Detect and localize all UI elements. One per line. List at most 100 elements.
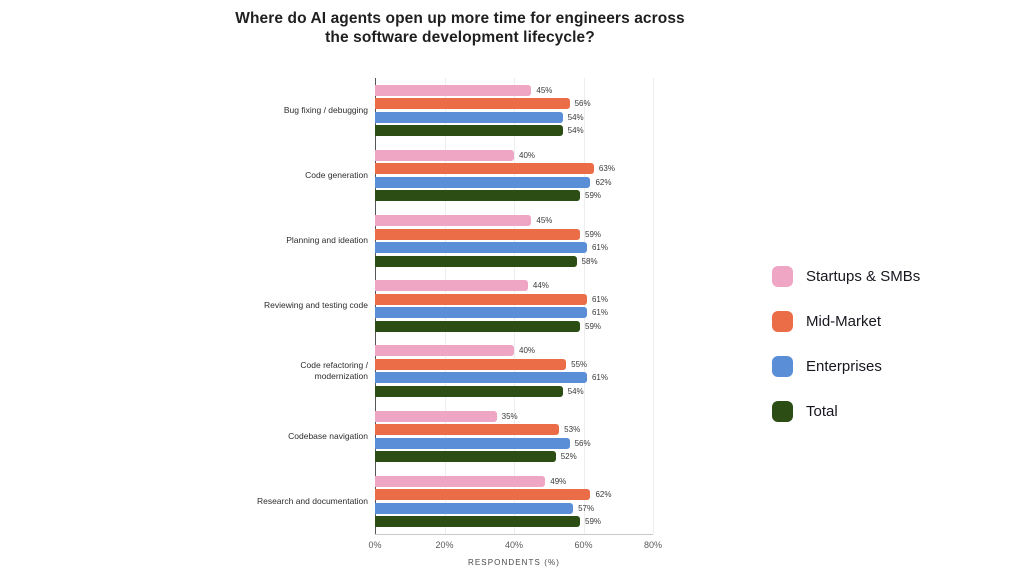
bar-row: 40% — [375, 149, 653, 161]
bar-row: 58% — [375, 255, 653, 267]
bar — [375, 358, 567, 370]
bar-value-label: 59% — [585, 191, 602, 201]
bar-value-label: 40% — [519, 346, 536, 356]
bar-row: 59% — [375, 190, 653, 202]
bar-row: 62% — [375, 176, 653, 188]
bar — [375, 111, 563, 123]
category-label: Code refactoring / modernization — [238, 339, 368, 404]
bar — [375, 424, 560, 436]
x-axis-label: RESPONDENTS (%) — [467, 558, 561, 567]
bar — [375, 190, 581, 202]
bar — [375, 489, 591, 501]
bar-value-label: 62% — [595, 490, 612, 500]
bar — [375, 385, 563, 397]
bar — [375, 163, 594, 175]
category-label: Planning and ideation — [238, 208, 368, 273]
category-label-text: Code generation — [305, 169, 368, 180]
bar-row: 59% — [375, 228, 653, 240]
category-axis: Bug fixing / debugging Code generation Pla… — [238, 78, 368, 535]
legend-item: Startups & SMBs — [772, 266, 920, 287]
bar-group: 45% 56% 54% 54% — [375, 78, 653, 143]
bar-value-label: 58% — [581, 256, 598, 266]
legend: Startups & SMBs Mid-Market Enterprises Tota… — [772, 266, 920, 446]
category-label-text: Research and documentation — [256, 495, 368, 506]
x-axis-ticks: 0% 20% 40% 60% 80% — [368, 540, 662, 552]
category-label-text: Code refactoring / modernization — [300, 359, 368, 382]
gridline — [514, 78, 515, 534]
bar-group: 40% 63% 62% 59% — [375, 143, 653, 208]
category-label-text: Planning and ideation — [286, 235, 368, 246]
bar-value-label: 55% — [571, 359, 588, 369]
x-tick-label: 60% — [574, 540, 593, 550]
bar — [375, 475, 546, 487]
bar-group: 44% 61% 61% 59% — [375, 273, 653, 338]
bar-row: 61% — [375, 242, 653, 254]
bar-value-label: 35% — [501, 411, 518, 421]
bar-row: 61% — [375, 307, 653, 319]
bar-group: 40% 55% 61% 54% — [375, 339, 653, 404]
bar-row: 56% — [375, 437, 653, 449]
category-label: Codebase navigation — [238, 404, 368, 469]
bar — [375, 176, 591, 188]
bar-value-label: 54% — [567, 126, 584, 136]
bar-group: 35% 53% 56% 52% — [375, 404, 653, 469]
bar-row: 44% — [375, 280, 653, 292]
category-label: Research and documentation — [238, 469, 368, 534]
category-label: Bug fixing / debugging — [238, 78, 368, 143]
bar — [375, 125, 563, 137]
category-label-text: Reviewing and testing code — [264, 300, 368, 311]
legend-swatch — [772, 356, 793, 377]
category-label-text: Bug fixing / debugging — [283, 104, 368, 115]
bar-row: 63% — [375, 163, 653, 175]
bar — [375, 242, 587, 254]
bar-row: 40% — [375, 345, 653, 357]
bar — [375, 255, 577, 267]
bar-value-label: 59% — [585, 321, 602, 331]
bar — [375, 502, 574, 514]
legend-item: Mid-Market — [772, 311, 920, 332]
plot-area: 45% 56% 54% 54% 40% 63% 62% 59% 45% 59% 61% 58% 44% 6… — [375, 78, 654, 535]
bar-row: 57% — [375, 502, 653, 514]
bar-value-label: 56% — [574, 99, 591, 109]
bar-row: 54% — [375, 111, 653, 123]
bar — [375, 84, 532, 96]
bar-value-label: 44% — [532, 281, 549, 291]
bar-value-label: 40% — [519, 150, 536, 160]
category-label: Code generation — [238, 143, 368, 208]
legend-item: Total — [772, 401, 920, 422]
bar-value-label: 59% — [585, 517, 602, 527]
bar-value-label: 45% — [536, 85, 553, 95]
bar-row: 45% — [375, 84, 653, 96]
legend-label: Enterprises — [806, 358, 882, 375]
bar-value-label: 62% — [595, 177, 612, 187]
x-tick-label: 80% — [643, 540, 663, 550]
bar-value-label: 53% — [564, 425, 581, 435]
bar — [375, 98, 570, 110]
bar-row: 49% — [375, 475, 653, 487]
bar-row: 53% — [375, 424, 653, 436]
bar — [375, 372, 587, 384]
bar-row: 54% — [375, 385, 653, 397]
category-label-text: Codebase navigation — [288, 430, 368, 441]
legend-swatch — [772, 311, 793, 332]
legend-swatch — [772, 266, 793, 287]
bar-row: 59% — [375, 320, 653, 332]
bar — [375, 215, 532, 227]
bar-group: 49% 62% 57% 59% — [375, 469, 653, 534]
bar-row: 52% — [375, 451, 653, 463]
bar-row: 61% — [375, 293, 653, 305]
bar-row: 35% — [375, 410, 653, 422]
bar — [375, 149, 514, 161]
x-tick-label: 20% — [435, 540, 454, 550]
legend-label: Total — [806, 403, 838, 420]
bar-value-label: 54% — [567, 112, 584, 122]
x-tick-label: 40% — [504, 540, 524, 550]
bar — [375, 280, 528, 292]
bar-value-label: 56% — [574, 438, 591, 448]
bar-value-label: 49% — [550, 476, 567, 486]
bar-value-label: 57% — [578, 503, 595, 513]
bar-row: 54% — [375, 125, 653, 137]
bar-row: 61% — [375, 372, 653, 384]
bar-value-label: 61% — [591, 294, 608, 304]
chart-title: Where do AI agents open up more time for… — [235, 10, 685, 47]
